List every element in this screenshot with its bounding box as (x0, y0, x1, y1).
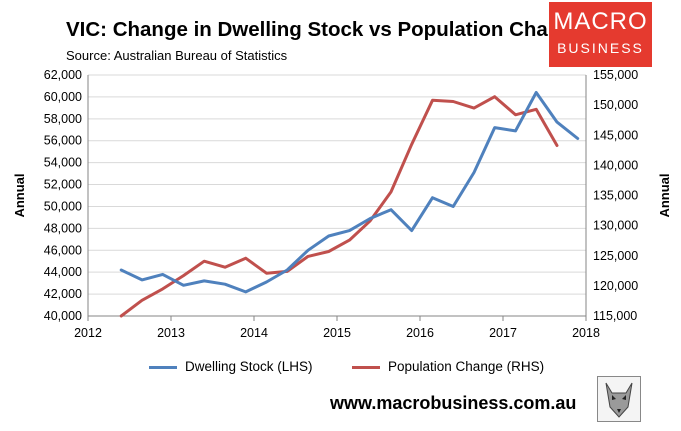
y-left-tick-label: 56,000 (44, 134, 82, 148)
chart-title: VIC: Change in Dwelling Stock vs Populat… (66, 18, 585, 41)
logo-line-1: MACRO (553, 8, 648, 35)
y-right-tick-label: 115,000 (593, 309, 637, 323)
website-url: www.macrobusiness.com.au (330, 393, 577, 413)
legend-swatch-population (352, 365, 380, 369)
legend-swatch-dwelling (149, 365, 177, 369)
y-right-tick-label: 155,000 (593, 68, 638, 82)
y-left-axis-label: Annual (12, 173, 27, 217)
legend-label-dwelling: Dwelling Stock (LHS) (185, 359, 313, 374)
y-left-tick-label: 50,000 (44, 199, 82, 213)
population-change-series (119, 95, 559, 318)
logo-line-2: BUSINESS (557, 40, 644, 56)
x-tick-label: 2015 (323, 326, 351, 340)
chart-source: Source: Australian Bureau of Statistics (66, 48, 288, 63)
y-right-tick-label: 135,000 (593, 189, 638, 203)
y-left-tick-label: 46,000 (44, 243, 82, 257)
x-tick-label: 2013 (157, 326, 185, 340)
y-right-tick-label: 140,000 (593, 158, 638, 172)
legend-label-population: Population Change (RHS) (388, 359, 545, 374)
y-left-tick-label: 62,000 (44, 68, 82, 82)
y-right-tick-label: 125,000 (593, 249, 638, 263)
dwelling-stock-series (119, 91, 580, 294)
y-left-tick-label: 58,000 (44, 112, 82, 126)
x-tick-label: 2018 (572, 326, 600, 340)
wolf-logo-icon (597, 376, 641, 422)
y-left-tick-label: 42,000 (44, 287, 82, 301)
x-tick-label: 2017 (489, 326, 517, 340)
x-tick-label: 2012 (74, 326, 102, 340)
x-tick-label: 2014 (240, 326, 268, 340)
y-left-tick-label: 60,000 (44, 90, 82, 104)
x-tick-label: 2016 (406, 326, 434, 340)
y-left-tick-label: 48,000 (44, 221, 82, 235)
legend-item-dwelling: Dwelling Stock (LHS) (149, 359, 313, 374)
y-left-tick-label: 44,000 (44, 265, 82, 279)
y-right-tick-label: 145,000 (593, 128, 638, 142)
y-left-tick-label: 52,000 (44, 178, 82, 192)
legend-item-population: Population Change (RHS) (352, 359, 544, 374)
y-right-tick-label: 130,000 (593, 219, 638, 233)
macrobusiness-logo: MACRO BUSINESS (549, 2, 652, 67)
y-right-tick-label: 120,000 (593, 279, 638, 293)
y-left-tick-label: 54,000 (44, 156, 82, 170)
y-right-axis-label: Annual (657, 173, 672, 217)
y-right-tick-label: 150,000 (593, 98, 638, 112)
y-left-tick-label: 40,000 (44, 309, 82, 323)
